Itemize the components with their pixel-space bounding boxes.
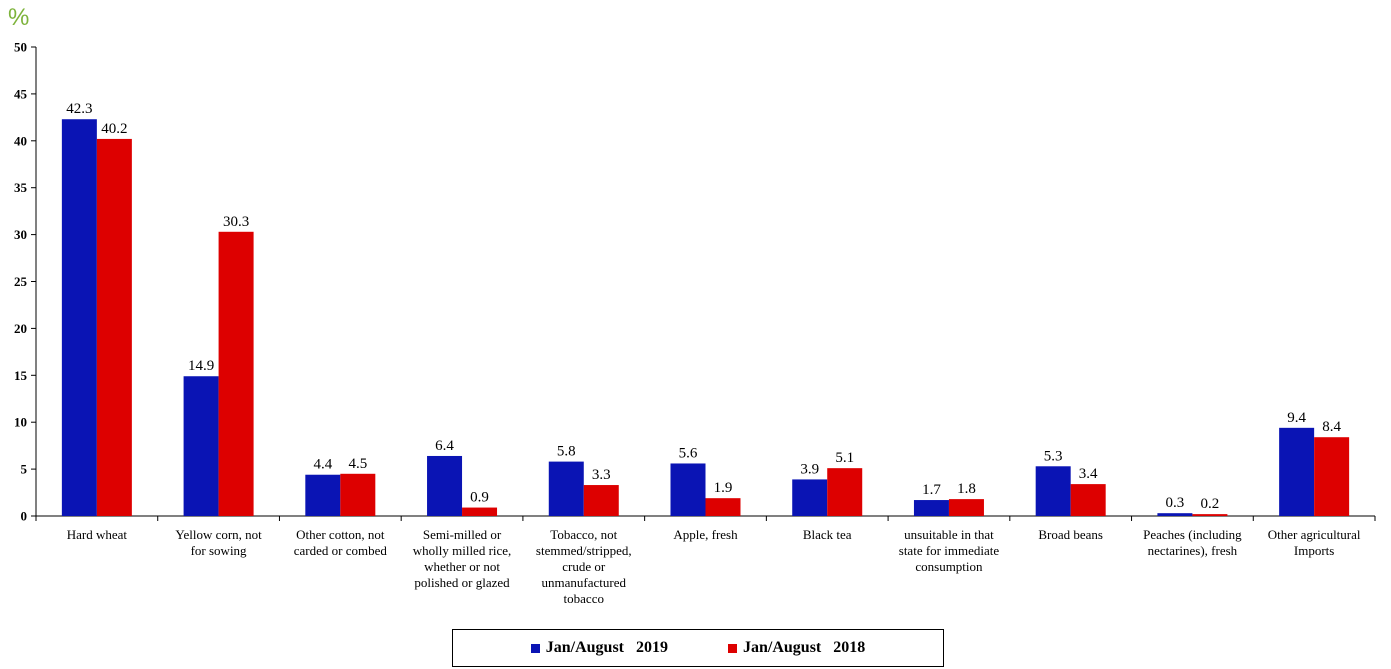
bar-2019 (913, 500, 949, 516)
x-category-label-line: Imports (1293, 543, 1335, 558)
bar-2018 (218, 231, 254, 516)
bar-2019 (183, 376, 219, 516)
x-category-label-line: carded or combed (293, 543, 387, 558)
x-category-label-line: for sowing (190, 543, 247, 558)
bar-2019 (548, 461, 584, 516)
x-category-label: Broad beans (1012, 527, 1130, 543)
data-label: 3.3 (592, 467, 611, 483)
x-category-label: Hard wheat (38, 527, 156, 543)
y-axis-unit-label: % (8, 4, 30, 31)
x-category-label-line: unsuitable in that (904, 527, 994, 542)
data-label: 0.2 (1201, 496, 1220, 512)
data-label: 6.4 (435, 438, 454, 454)
x-category-label-line: Tobacco, not (550, 527, 618, 542)
bar-2018 (827, 468, 863, 516)
x-category-label-line: state for immediate (898, 543, 1000, 558)
legend-item-2019: Jan/August 2019 (530, 639, 668, 657)
legend-label-2018: Jan/August 2018 (743, 639, 866, 656)
bar-2018 (1070, 484, 1106, 516)
bar-2018 (340, 473, 376, 516)
x-category-label-line: consumption (915, 559, 983, 574)
data-label: 42.3 (66, 101, 92, 117)
x-category-label-line: Hard wheat (66, 527, 127, 542)
bar-2019 (670, 463, 706, 516)
x-category-label-line: crude or (562, 559, 606, 574)
x-category-label-line: Peaches (including (1143, 527, 1242, 542)
data-label: 0.9 (470, 490, 489, 506)
legend-label-2019: Jan/August 2019 (545, 639, 668, 656)
data-label: 5.6 (679, 445, 698, 461)
data-label: 3.9 (800, 461, 819, 477)
y-tick-label: 40 (14, 133, 27, 148)
x-category-label-line: stemmed/stripped, (535, 543, 632, 558)
x-category-label-line: Semi-milled or (422, 527, 502, 542)
data-label: 5.8 (557, 444, 576, 460)
y-tick-label: 25 (14, 274, 28, 289)
legend-item-2018: Jan/August 2018 (728, 639, 865, 657)
y-tick-label: 10 (14, 415, 27, 430)
legend-swatch-2018 (728, 643, 737, 653)
x-category-label: Semi-milled or wholly milled rice, whether… (403, 527, 521, 591)
y-tick-label: 45 (14, 86, 28, 101)
data-label: 40.2 (101, 121, 127, 137)
y-tick-label: 50 (14, 40, 27, 55)
x-category-label-line: Other agricultural (1267, 527, 1361, 542)
data-label: 1.7 (922, 482, 941, 498)
bar-2018 (1192, 514, 1228, 516)
x-category-label-line: Yellow corn, not (175, 527, 262, 542)
x-category-label: Other cotton, not carded or combed (281, 527, 399, 559)
bar-2018 (705, 498, 741, 516)
x-category-label-line: unmanufactured (541, 575, 626, 590)
data-label: 0.3 (1166, 495, 1185, 511)
legend-swatch-2019 (530, 643, 540, 653)
x-category-label: unsuitable in that state for immediate con… (890, 527, 1008, 575)
bar-2018 (948, 499, 984, 516)
x-category-label-line: Other cotton, not (296, 527, 385, 542)
x-category-label-line: whether or not (424, 559, 500, 574)
data-label: 9.4 (1287, 410, 1306, 426)
data-label: 3.4 (1079, 466, 1098, 482)
bar-2019 (61, 119, 97, 516)
y-tick-label: 15 (14, 368, 28, 383)
y-tick-label: 35 (14, 180, 28, 195)
legend: Jan/August 2019 Jan/August 2018 (452, 629, 944, 667)
y-tick-label: 20 (14, 321, 27, 336)
bar-2019 (1157, 513, 1193, 516)
x-category-label-line: nectarines), fresh (1147, 543, 1238, 558)
y-tick-label: 30 (14, 227, 27, 242)
x-category-label: Apple, fresh (647, 527, 765, 543)
x-category-label: Tobacco, not stemmed/stripped, crude or unm… (525, 527, 643, 607)
data-label: 4.4 (313, 457, 332, 473)
y-tick-label: 0 (21, 509, 28, 524)
x-category-label-line: wholly milled rice, (412, 543, 512, 558)
data-label: 30.3 (223, 214, 249, 230)
data-label: 1.8 (957, 481, 976, 497)
data-label: 5.1 (835, 450, 854, 466)
bar-2019 (305, 474, 341, 516)
bar-2019 (427, 455, 463, 516)
bar-2018 (96, 138, 132, 516)
bar-2018 (462, 507, 498, 516)
data-label: 4.5 (348, 456, 367, 472)
data-label: 14.9 (188, 358, 214, 374)
bar-2018 (583, 485, 619, 516)
data-label: 8.4 (1322, 419, 1341, 435)
bar-2018 (1314, 437, 1350, 516)
bar-2019 (1279, 427, 1315, 516)
x-category-label: Yellow corn, not for sowing (160, 527, 278, 559)
x-category-label-line: Apple, fresh (673, 527, 738, 542)
bar-2019 (1035, 466, 1071, 516)
x-category-label: Other agricultural Imports (1255, 527, 1373, 559)
x-category-label-line: tobacco (563, 591, 604, 606)
x-category-label-line: Broad beans (1038, 527, 1103, 542)
y-tick-label: 5 (21, 462, 28, 477)
x-category-label: Peaches (including nectarines), fresh (1133, 527, 1251, 559)
x-category-label-line: Black tea (802, 527, 852, 542)
bar-2019 (792, 479, 828, 516)
data-label: 5.3 (1044, 448, 1063, 464)
x-category-label: Black tea (768, 527, 886, 543)
x-category-label-line: polished or glazed (414, 575, 510, 590)
data-label: 1.9 (714, 480, 733, 496)
